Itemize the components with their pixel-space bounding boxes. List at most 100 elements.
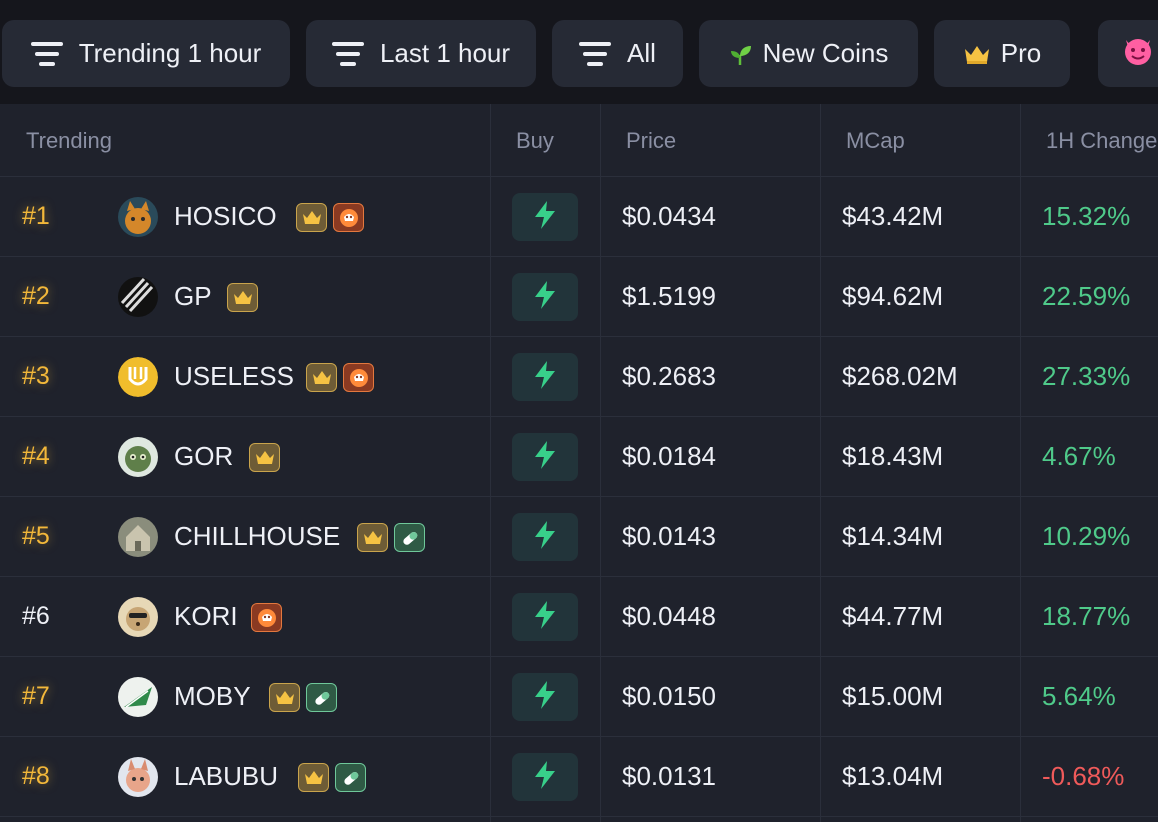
table-row[interactable]: #6 KORI $0.0448 $44.77M 18.77% xyxy=(0,577,1158,657)
mcap-value: $94.62M xyxy=(842,281,944,311)
labubu-avatar xyxy=(118,757,158,797)
crown-badge-icon xyxy=(296,203,327,232)
crown-badge-icon xyxy=(269,683,300,712)
header-1h-change[interactable]: 1H Change xyxy=(1046,128,1158,153)
token-badges xyxy=(251,603,282,632)
rank-label: #2 xyxy=(22,282,50,310)
crown-badge-icon xyxy=(306,363,337,392)
time-filter-button[interactable]: Last 1 hour xyxy=(306,20,536,87)
orange-cat-avatar xyxy=(118,197,158,237)
lightning-bolt-icon xyxy=(532,440,558,475)
quick-buy-button[interactable] xyxy=(512,353,578,401)
header-buy: Buy xyxy=(516,128,554,153)
column-divider xyxy=(600,104,601,822)
token-name[interactable]: MOBY xyxy=(174,681,251,711)
rank-label: #1 xyxy=(22,202,50,230)
change-value: 4.67% xyxy=(1042,441,1116,471)
table-row[interactable]: #2 GP $1.5199 $94.62M 22.59% xyxy=(0,257,1158,337)
whale-avatar xyxy=(118,677,158,717)
pill-badge-icon xyxy=(335,763,366,792)
token-badges xyxy=(249,443,280,472)
price-value: $0.0184 xyxy=(622,441,716,471)
change-value: 18.77% xyxy=(1042,601,1131,631)
token-name[interactable]: LABUBU xyxy=(174,761,279,791)
price-value: $0.0150 xyxy=(622,681,716,711)
all-filter-label: All xyxy=(627,38,656,68)
price-value: $0.0434 xyxy=(622,201,716,231)
table-row[interactable]: #7 MOBY $0.0150 $15.00M 5.64% xyxy=(0,657,1158,737)
column-divider xyxy=(1020,104,1021,822)
table-row[interactable]: #1 HOSICO $0.0434 $43.42M 15.32% xyxy=(0,177,1158,257)
seedling-icon xyxy=(729,42,753,66)
mcap-value: $268.02M xyxy=(842,361,958,391)
degen-button[interactable] xyxy=(1098,20,1158,87)
devil-icon xyxy=(1122,34,1154,73)
filter-lines-icon xyxy=(579,41,612,66)
token-name[interactable]: KORI xyxy=(174,601,238,631)
quick-buy-button[interactable] xyxy=(512,673,578,721)
pro-label: Pro xyxy=(1000,38,1042,68)
pro-button[interactable]: Pro xyxy=(934,20,1070,87)
trending-table: Trending Buy Price MCap 1H Change #1 HOSI… xyxy=(0,104,1158,822)
filter-bar: Trending 1 hour Last 1 hour All New Coin… xyxy=(0,0,1158,104)
table-row[interactable]: #5 CHILLHOUSE $0.0143 $14.34M 10.29% xyxy=(0,497,1158,577)
token-name[interactable]: GP xyxy=(174,281,212,311)
token-badges xyxy=(298,763,366,792)
token-name[interactable]: GOR xyxy=(174,441,234,471)
quick-buy-button[interactable] xyxy=(512,593,578,641)
lightning-bolt-icon xyxy=(532,600,558,635)
crown-badge-icon xyxy=(227,283,258,312)
mcap-value: $44.77M xyxy=(842,601,944,631)
token-name[interactable]: HOSICO xyxy=(174,201,277,231)
goblin-avatar xyxy=(118,437,158,477)
rank-label: #6 xyxy=(22,602,50,630)
table-row[interactable]: #8 LABUBU $0.0131 $13.04M -0.68% xyxy=(0,737,1158,817)
gold-coin-avatar xyxy=(118,357,158,397)
change-value: 22.59% xyxy=(1042,281,1131,311)
price-value: $0.2683 xyxy=(622,361,716,391)
mcap-value: $13.04M xyxy=(842,761,944,791)
table-row[interactable]: #4 GOR $0.0184 $18.43M 4.67% xyxy=(0,417,1158,497)
quick-buy-button[interactable] xyxy=(512,433,578,481)
pill-badge-icon xyxy=(394,523,425,552)
all-filter-button[interactable]: All xyxy=(552,20,683,87)
change-value: 27.33% xyxy=(1042,361,1131,391)
price-value: $1.5199 xyxy=(622,281,716,311)
token-badges xyxy=(357,523,425,552)
lightning-bolt-icon xyxy=(532,200,558,235)
lightning-bolt-icon xyxy=(532,760,558,795)
mcap-value: $15.00M xyxy=(842,681,944,711)
rank-label: #8 xyxy=(22,762,50,790)
crown-badge-icon xyxy=(249,443,280,472)
token-name[interactable]: CHILLHOUSE xyxy=(174,521,341,551)
filter-lines-icon xyxy=(30,41,63,66)
quick-buy-button[interactable] xyxy=(512,273,578,321)
mcap-value: $43.42M xyxy=(842,201,944,231)
quick-buy-button[interactable] xyxy=(512,193,578,241)
lightning-bolt-icon xyxy=(532,280,558,315)
header-trending[interactable]: Trending xyxy=(26,128,113,153)
header-price[interactable]: Price xyxy=(626,128,677,153)
pill-badge-icon xyxy=(306,683,337,712)
trending-filter-button[interactable]: Trending 1 hour xyxy=(2,20,290,87)
column-divider xyxy=(820,104,821,822)
table-row[interactable]: #3 USELESS $0.2683 $268.02M 27.33% xyxy=(0,337,1158,417)
crown-badge-icon xyxy=(357,523,388,552)
token-name[interactable]: USELESS xyxy=(174,361,294,391)
rank-label: #7 xyxy=(22,682,50,710)
rank-label: #5 xyxy=(22,522,50,550)
change-value: 10.29% xyxy=(1042,521,1131,551)
fire-badge-icon xyxy=(333,203,364,232)
new-coins-label: New Coins xyxy=(762,38,889,68)
mcap-value: $18.43M xyxy=(842,441,944,471)
change-value: 15.32% xyxy=(1042,201,1131,231)
column-divider xyxy=(490,104,491,822)
change-value: 5.64% xyxy=(1042,681,1116,711)
trending-filter-label: Trending 1 hour xyxy=(78,38,262,68)
lightning-bolt-icon xyxy=(532,520,558,555)
header-mcap[interactable]: MCap xyxy=(846,128,905,153)
new-coins-button[interactable]: New Coins xyxy=(699,20,918,87)
crown-icon xyxy=(963,43,991,65)
quick-buy-button[interactable] xyxy=(512,513,578,561)
quick-buy-button[interactable] xyxy=(512,753,578,801)
